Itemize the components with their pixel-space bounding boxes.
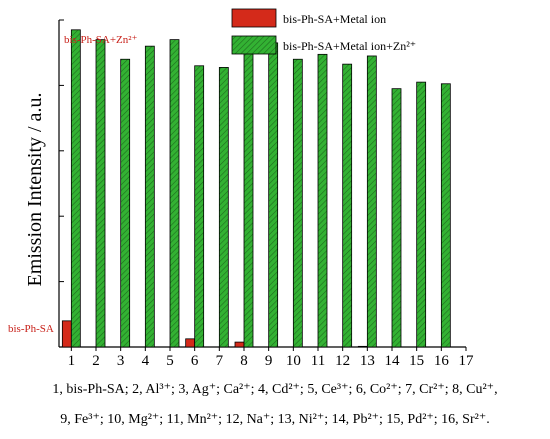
x-tick-label-12: 12 <box>335 353 350 369</box>
bar-series2-8 <box>243 52 254 348</box>
bar-series2-7 <box>218 67 229 348</box>
x-tick-label-8: 8 <box>240 353 248 369</box>
legend-label-series2: bis-Ph-SA+Metal ion+Zn²⁺ <box>283 39 416 53</box>
x-tick-label-15: 15 <box>409 353 424 369</box>
bar-series2-15 <box>416 81 427 348</box>
bar-series1-8 <box>234 341 245 348</box>
x-tick-label-13: 13 <box>360 353 375 369</box>
bar-series2-13 <box>366 55 377 348</box>
bar-series2-16 <box>440 83 451 348</box>
legend: bis-Ph-SA+Metal ion bis-Ph-SA+Metal ion+Z… <box>231 8 416 55</box>
caption-line-1: 1, bis-Ph-SA; 2, Al³⁺; 3, Ag⁺; Ca²⁺; 4, … <box>52 382 498 397</box>
bar-series2-3 <box>120 58 131 348</box>
bar-series2-4 <box>144 45 155 348</box>
bar-series1-13 <box>357 345 368 348</box>
caption-line-2: 9, Fe³⁺; 10, Mg²⁺; 11, Mn²⁺; 12, Na⁺; 13… <box>60 412 490 427</box>
legend-swatch-series1 <box>231 8 277 28</box>
annotations: bis-Ph-SA+Zn²⁺ bis-Ph-SA <box>8 34 138 335</box>
annotation-bis-ph-sa: bis-Ph-SA <box>8 323 54 335</box>
bar-series2-6 <box>194 65 205 348</box>
x-tick-label-1: 1 <box>68 353 76 369</box>
bar-series2-14 <box>391 88 402 348</box>
bar-series1-1 <box>61 320 72 348</box>
x-tick-label-17: 17 <box>459 353 475 369</box>
bar-series2-1 <box>70 29 81 348</box>
x-tick-label-5: 5 <box>166 353 174 369</box>
bar-series2-2 <box>95 39 106 348</box>
x-tick-label-14: 14 <box>385 353 401 369</box>
axes <box>58 19 467 351</box>
x-tick-label-4: 4 <box>142 353 150 369</box>
y-axis-label: Emission Intensity / a.u. <box>24 93 46 287</box>
bar-series2-10 <box>292 58 303 348</box>
bar-series2-11 <box>317 53 328 348</box>
x-tick-label-16: 16 <box>434 353 450 369</box>
annotation-with-zn: bis-Ph-SA+Zn²⁺ <box>64 34 138 46</box>
x-tick-label-2: 2 <box>92 353 100 369</box>
x-tick-label-7: 7 <box>216 353 224 369</box>
x-tick-label-3: 3 <box>117 353 125 369</box>
bars <box>61 29 451 348</box>
legend-label-series1: bis-Ph-SA+Metal ion <box>283 12 386 26</box>
bar-series2-5 <box>169 39 180 348</box>
legend-swatch-series2 <box>231 35 277 55</box>
x-tick-label-11: 11 <box>311 353 325 369</box>
bar-series1-6 <box>185 338 196 348</box>
x-tick-label-9: 9 <box>265 353 273 369</box>
bar-series2-9 <box>268 42 279 348</box>
x-tick-label-6: 6 <box>191 353 199 369</box>
bar-series2-12 <box>342 63 353 348</box>
x-tick-label-10: 10 <box>286 353 301 369</box>
